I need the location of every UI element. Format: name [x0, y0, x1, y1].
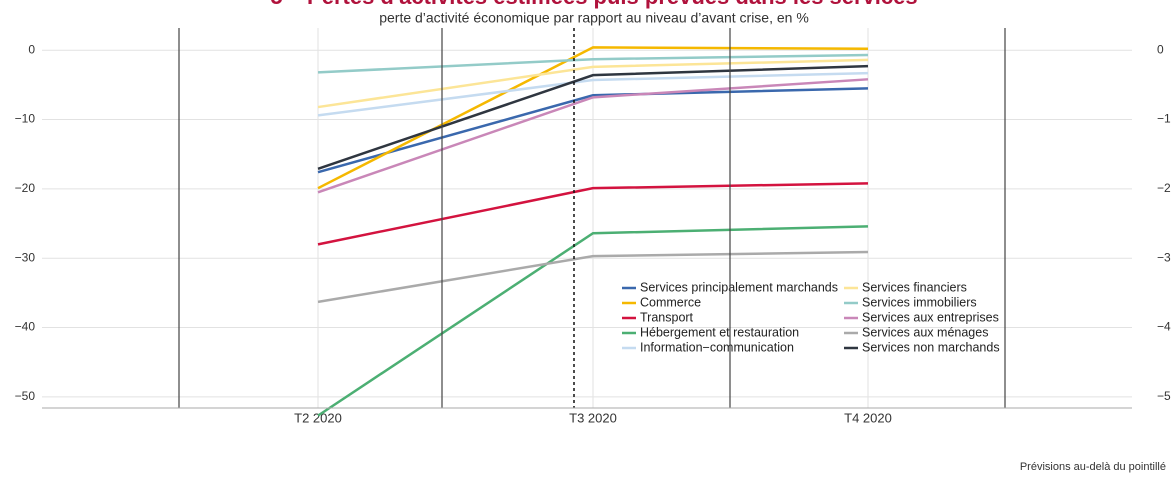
- series-line: [317, 182, 869, 246]
- y-tick-label: 0: [28, 42, 35, 56]
- y-tick-label: −30: [15, 250, 36, 264]
- y2-tick-label: −10: [1157, 112, 1171, 126]
- legend-label: Transport: [640, 310, 694, 324]
- y2-tick-label: −50: [1157, 389, 1171, 403]
- note: Prévisions au-delà du pointillé: [1020, 461, 1166, 473]
- y2-tick-label: −40: [1157, 320, 1171, 334]
- y2-tick-label: −30: [1157, 250, 1171, 264]
- series-line: [317, 225, 869, 417]
- legend-label: Commerce: [640, 295, 701, 309]
- y-tick-label: −10: [15, 112, 36, 126]
- series-line: [317, 53, 869, 74]
- series-line: [317, 71, 869, 117]
- series-line: [317, 46, 869, 190]
- separators: [178, 28, 1006, 408]
- legend-label: Services aux entreprises: [862, 310, 999, 324]
- legend-label: Services non marchands: [862, 340, 1000, 354]
- y2-tick-label: −20: [1157, 181, 1171, 195]
- y2-tick-label: 0: [1157, 42, 1164, 56]
- series-line: [317, 87, 869, 174]
- lines: Services principalement marchandsCommerc…: [317, 46, 1000, 417]
- y-tick-label: −20: [15, 181, 36, 195]
- legend-label: Services immobiliers: [862, 295, 977, 309]
- legend-label: Services financiers: [862, 280, 967, 294]
- x-tick-label: T3 2020: [569, 410, 617, 425]
- x-tick-label: T4 2020: [844, 410, 892, 425]
- series-line: [317, 78, 869, 194]
- legend-label: Hébergement et restauration: [640, 325, 799, 339]
- x-tick-label: T2 2020: [294, 410, 342, 425]
- chart-subtitle: perte d’activité économique par rapport …: [379, 10, 809, 26]
- y-tick-label: −40: [15, 320, 36, 334]
- series-line: [317, 64, 869, 170]
- series-line: [317, 58, 869, 109]
- chart-title: 5 – Pertes d'activités estimées puis pré…: [270, 0, 917, 9]
- legend-label: Information−communication: [640, 340, 794, 354]
- y-tick-label: −50: [15, 389, 36, 403]
- series-line: [317, 250, 869, 304]
- legend-label: Services principalement marchands: [640, 280, 838, 294]
- legend-label: Services aux ménages: [862, 325, 988, 339]
